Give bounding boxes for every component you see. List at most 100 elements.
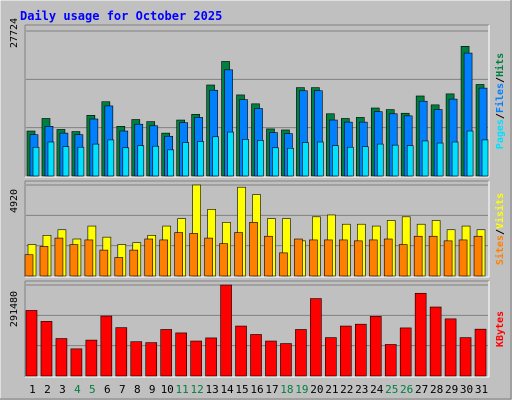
sites-bar — [39, 246, 49, 277]
pages-bar — [197, 141, 204, 177]
pages-bar — [481, 139, 489, 177]
sites-bar — [339, 239, 348, 277]
pages-bar — [107, 139, 115, 177]
pages-bar — [92, 143, 100, 177]
sites-bar — [99, 249, 109, 277]
y-axis-max-label: 4920 — [9, 189, 20, 213]
x-tick-label: 10 — [161, 383, 174, 396]
kbytes-bar — [70, 348, 83, 377]
legend-entry: Files — [494, 83, 506, 113]
x-tick-label: 4 — [74, 383, 81, 396]
x-tick-label: 20 — [310, 383, 323, 396]
kbytes-bar — [190, 340, 202, 377]
pages-bar — [137, 145, 145, 177]
pages-bar — [302, 142, 309, 177]
x-tick-label: 15 — [235, 383, 248, 396]
sites-bar — [294, 238, 303, 277]
legend-entry: / — [495, 77, 506, 83]
kbytes-bar — [354, 323, 367, 377]
pages-bar — [242, 139, 249, 177]
pages-bar — [421, 140, 429, 177]
kbytes-bar — [295, 329, 307, 377]
sites-bar — [54, 237, 64, 277]
legend-entry: Pages — [495, 119, 506, 149]
x-tick-label: 6 — [104, 383, 111, 396]
kbytes-bar — [414, 292, 427, 377]
legend-entry: / — [495, 229, 506, 235]
pages-bar — [62, 146, 70, 177]
legend-entry: Hits — [494, 53, 506, 77]
pages-bar — [451, 141, 459, 177]
x-tick-label: 3 — [59, 383, 66, 396]
pages-bar — [227, 131, 234, 177]
pages-bar — [436, 142, 444, 177]
kbytes-bar — [384, 344, 397, 377]
pages-bar — [347, 146, 354, 177]
x-tick-label: 9 — [149, 383, 156, 396]
panel-legend: KBytes — [495, 311, 506, 347]
sites-bar — [114, 257, 124, 277]
sites-bar — [413, 235, 423, 277]
kbytes-bar — [130, 341, 143, 377]
legend-entry: / — [495, 113, 506, 119]
kbytes-bar — [100, 315, 113, 377]
kbytes-bar — [25, 310, 38, 377]
x-tick-label: 31 — [475, 383, 488, 396]
pages-bar — [272, 147, 279, 177]
kbytes-bar — [145, 342, 158, 377]
x-axis-labels: 1 2 3 4 5 6 7 8 9 10 11 12 13 14 15 16 17 18 19 20 21 22 23 24 2… — [29, 383, 488, 396]
sites-bar — [443, 240, 453, 277]
chart-panels: 27724Pages/Files/Hits4920Sites/Visits291… — [9, 18, 506, 378]
sites-bar — [174, 232, 183, 277]
kbytes-bar — [220, 284, 232, 377]
sites-bar — [324, 239, 333, 277]
x-tick-label: 2 — [44, 383, 51, 396]
kbytes-bar — [175, 332, 187, 377]
sites-bar — [353, 240, 363, 277]
kbytes-bar — [474, 328, 487, 377]
x-tick-label: 29 — [445, 383, 458, 396]
kbytes-bar — [459, 337, 472, 377]
pages-bar — [32, 146, 40, 177]
x-tick-label: 19 — [295, 383, 308, 396]
pages-bar — [361, 146, 369, 177]
kbytes-bar — [280, 343, 292, 377]
x-tick-label: 8 — [134, 383, 141, 396]
pages-bar — [391, 144, 399, 177]
sites-bar — [383, 238, 393, 277]
x-tick-label: 18 — [280, 383, 293, 396]
kbytes-bar — [160, 329, 173, 377]
x-tick-label: 30 — [460, 383, 473, 396]
legend-entry: Sites — [494, 235, 506, 265]
kbytes-bar — [399, 327, 412, 377]
sites-bar — [368, 239, 378, 277]
legend-entry: KBytes — [495, 311, 506, 347]
kbytes-bar — [325, 337, 337, 377]
kbytes-bar — [85, 339, 98, 377]
sites-bar — [84, 239, 94, 277]
sites-bar — [279, 252, 288, 277]
sites-bar — [69, 244, 79, 277]
sites-bar — [234, 232, 243, 277]
sites-bar — [204, 237, 213, 277]
pages-bar — [77, 146, 85, 177]
x-tick-label: 28 — [430, 383, 443, 396]
x-tick-label: 14 — [220, 383, 234, 396]
pages-bar — [167, 149, 175, 177]
x-tick-label: 7 — [119, 383, 126, 396]
pages-bar — [257, 140, 264, 177]
x-tick-label: 25 — [385, 383, 398, 396]
panel-3: 291480 KBytes — [9, 280, 506, 378]
sites-bar — [159, 239, 169, 277]
kbytes-bar — [235, 325, 247, 377]
pages-bar — [317, 141, 324, 177]
x-tick-label: 17 — [265, 383, 278, 396]
x-tick-label: 13 — [205, 383, 218, 396]
panel-legend: Pages/Files/Hits — [494, 53, 506, 149]
sites-bar — [428, 235, 438, 277]
pages-bar — [47, 141, 55, 177]
x-tick-label: 21 — [325, 383, 338, 396]
sites-bar — [249, 222, 258, 277]
